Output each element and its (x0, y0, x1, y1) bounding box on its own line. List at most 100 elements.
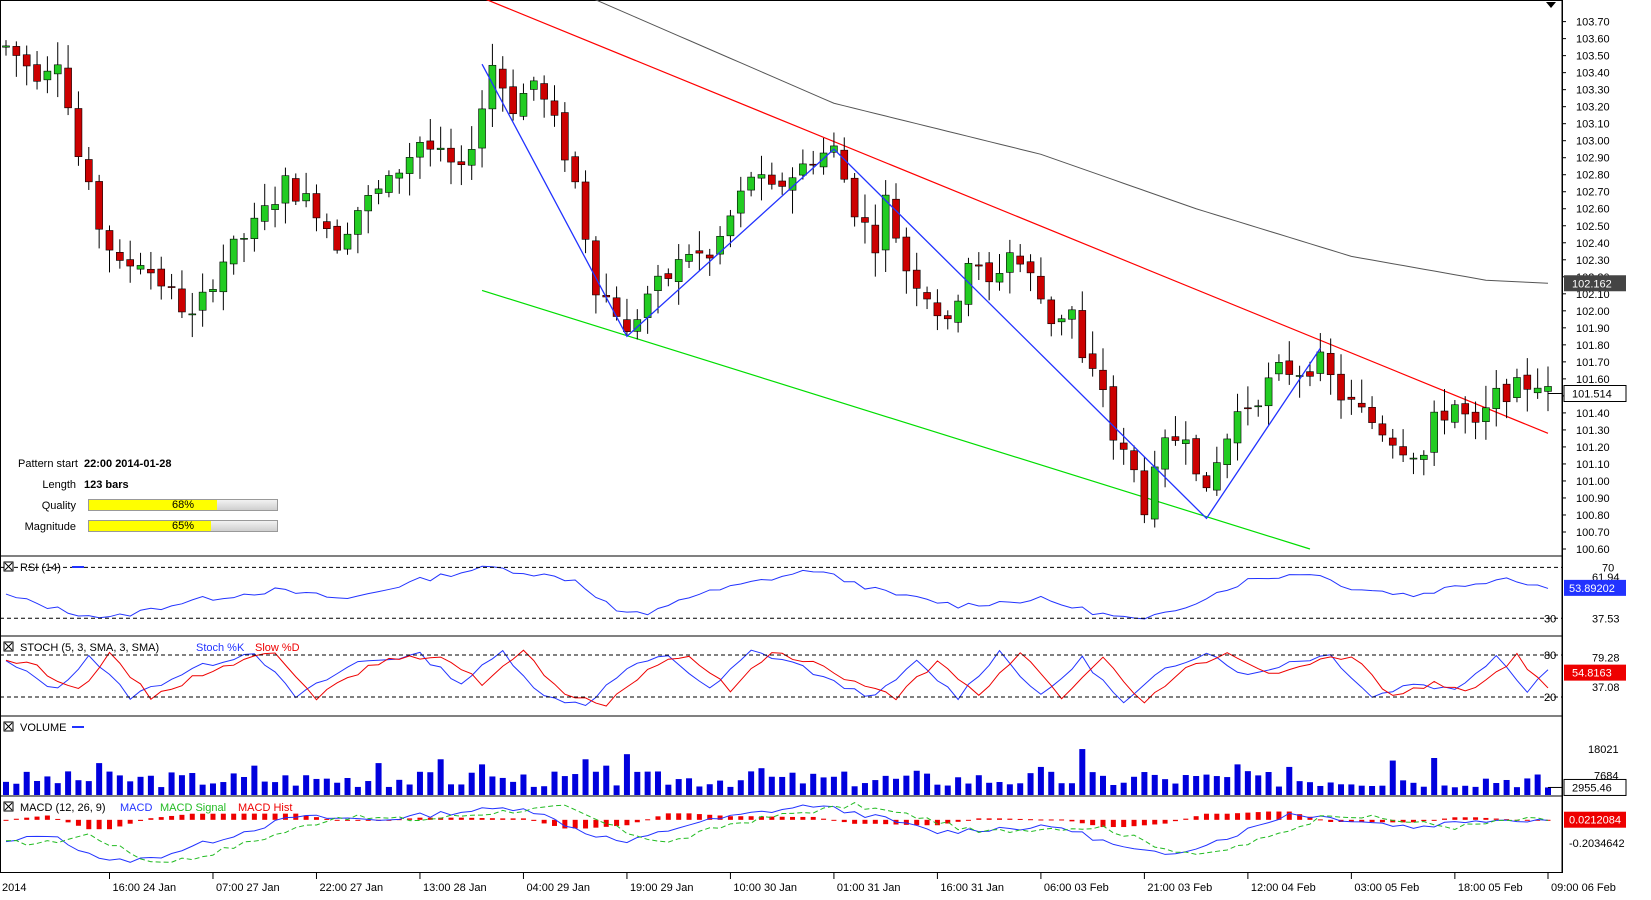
candle-body (1047, 299, 1056, 325)
volume-bar (861, 783, 868, 795)
volume-bar (354, 786, 361, 795)
candle-body (1295, 375, 1304, 377)
macd-hist-bar (355, 819, 361, 821)
volume-bar (241, 776, 248, 795)
candle-body (1202, 475, 1211, 489)
macd-hist-bar (717, 815, 723, 820)
candle-body (374, 188, 383, 194)
macd-hist-bar (1390, 819, 1396, 823)
macd-hist-bar (1110, 819, 1116, 828)
macd-hist-bar (1493, 818, 1499, 820)
macd-hist-bar (1369, 819, 1375, 823)
rsi-value-box (1564, 579, 1626, 596)
macd-hist-bar (1038, 819, 1044, 821)
macd-hist-bar (634, 819, 640, 823)
macd-hist-bar (1152, 819, 1158, 825)
candle-body (53, 64, 62, 75)
volume-bar (510, 781, 517, 795)
macd-hist-bar (997, 818, 1003, 820)
candle-body (323, 221, 331, 230)
volume-bar (830, 776, 837, 795)
candle-body (540, 83, 548, 100)
candle-body (1461, 403, 1470, 415)
candle-body (529, 80, 538, 90)
macd-hist-bar (55, 818, 61, 820)
volume-bar (1534, 774, 1541, 795)
macd-title: MACD (12, 26, 9) (20, 802, 106, 814)
macd-hist-bar (96, 819, 102, 830)
macd-hist-bar (1524, 819, 1530, 821)
candle-body (633, 319, 642, 332)
macd-hist-bar (1214, 813, 1220, 820)
price-tick-label: 102.30 (1576, 255, 1610, 267)
volume-bar (3, 781, 9, 795)
macd-hist-bar (489, 818, 495, 820)
macd-hist-bar (1317, 819, 1323, 821)
candle-body (405, 157, 414, 174)
pane-close-icon-stroke (4, 642, 13, 651)
candle-body (1347, 396, 1356, 400)
price-tick-label: 102.80 (1576, 170, 1610, 182)
macd-hist-bar (1183, 818, 1189, 820)
candle-body (312, 193, 321, 219)
volume-bar (841, 771, 848, 795)
volume-bar (1286, 766, 1293, 795)
volume-bar (986, 782, 993, 795)
stoch-d-legend: Slow %D (255, 642, 300, 654)
volume-bar (541, 786, 548, 795)
volume-bar (1203, 774, 1210, 795)
macd-hist-bar (417, 817, 423, 820)
volume-bar (199, 784, 206, 795)
volume-bar (1482, 778, 1489, 795)
macd-hist-bar (44, 815, 50, 820)
macd-hist-bar (862, 819, 868, 824)
volume-bar (613, 785, 620, 795)
candle-body (1440, 410, 1449, 421)
macd-hist-bar (272, 813, 278, 820)
volume-title: VOLUME (20, 722, 66, 734)
candle-body (850, 177, 859, 218)
macd-hist-bar (1442, 818, 1448, 820)
macd-hist-bar (210, 813, 216, 820)
time-tick-label: 04:00 29 Jan (526, 882, 590, 894)
price-tick-label: 103.20 (1576, 102, 1610, 114)
candle-body (167, 286, 176, 288)
magnitude-bar: 65% (88, 520, 278, 532)
macd-hist-bar (593, 819, 599, 828)
macd-hist-bar (769, 816, 775, 820)
candle-body (488, 64, 497, 110)
macd-hist-bar (1203, 813, 1209, 820)
volume-bar (737, 780, 744, 795)
price-tick-label: 100.60 (1576, 544, 1610, 556)
price-tick-label: 102.10 (1576, 289, 1610, 301)
macd-hist-bar (24, 817, 30, 820)
macd-hist-bar (624, 819, 630, 826)
candle-body (1513, 377, 1521, 398)
candle-body (271, 204, 279, 210)
price-tick-label: 103.70 (1576, 17, 1610, 29)
volume-bar (1462, 785, 1469, 795)
resistance-line (485, 0, 1549, 434)
price-tick-label: 101.30 (1576, 425, 1610, 437)
macd-hist-bar (127, 819, 133, 824)
macd-hist-bar (407, 818, 413, 820)
macd-hist-bar (458, 817, 464, 820)
candle-body (985, 262, 993, 283)
price-tick-label: 101.70 (1576, 357, 1610, 369)
candle-body (1533, 387, 1542, 394)
candle-body (1088, 353, 1097, 369)
candle-body (12, 46, 21, 56)
candle-body (447, 147, 455, 163)
candle-body (674, 259, 683, 283)
volume-bar (147, 775, 154, 795)
candle-body (354, 210, 362, 235)
volume-bar (1338, 784, 1345, 795)
volume-bar (903, 775, 910, 795)
macd-hist-bar (872, 819, 878, 824)
volume-bar (303, 775, 310, 795)
price-tick-label: 103.60 (1576, 34, 1610, 46)
candle-body (954, 300, 962, 323)
volume-bar (561, 776, 568, 795)
macd-signal-line (5, 802, 1549, 863)
candle-body (1057, 318, 1066, 323)
